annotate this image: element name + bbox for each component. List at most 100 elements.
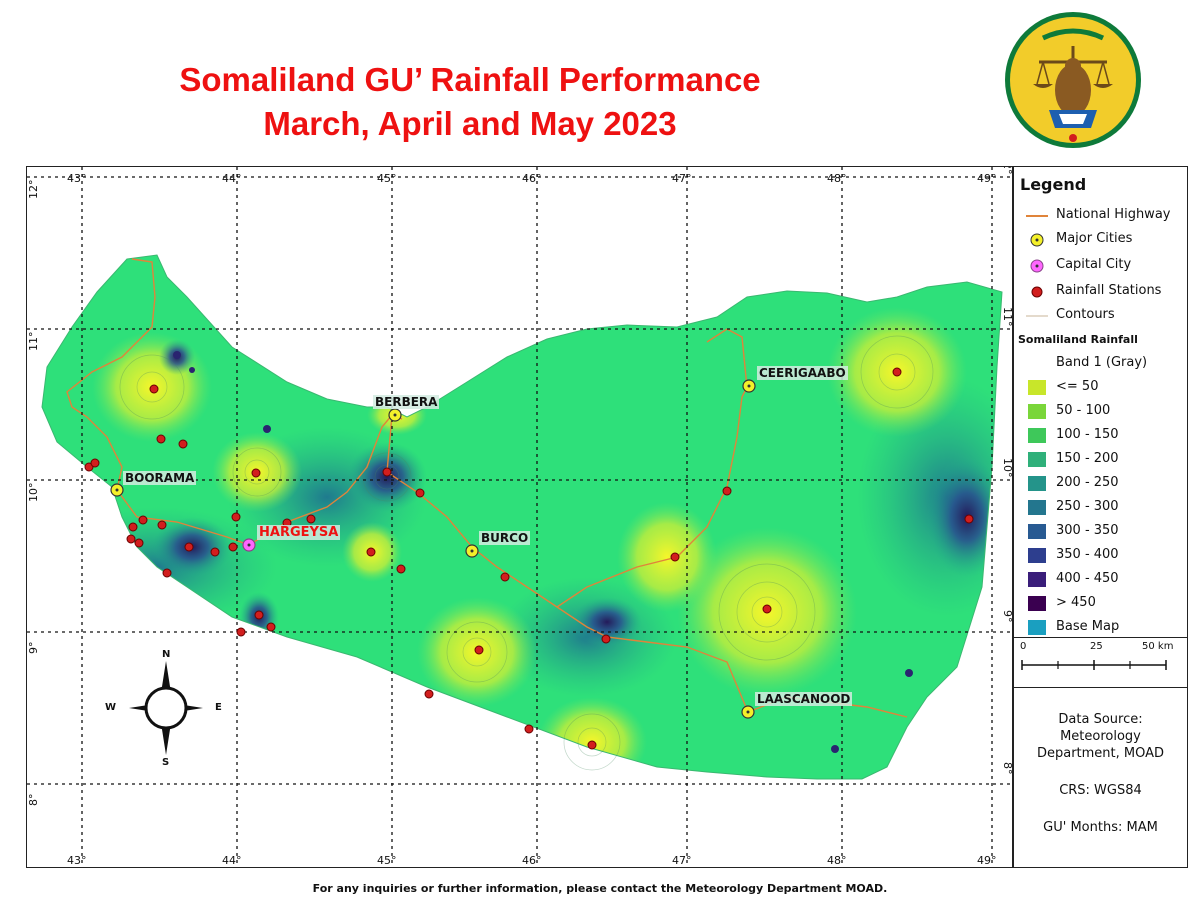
city-label-burco: BURCO <box>479 531 531 545</box>
longitude-labels-bottom: 43° 44° 45° 46° 47° 48° 49° <box>67 854 997 867</box>
city-label-laascanood: LAASCANOOD <box>755 692 853 706</box>
legend-class-row: <= 50 <box>1022 377 1187 399</box>
rainfall-station-icon <box>228 542 238 552</box>
isolated-high-rainfall-spots <box>173 351 913 753</box>
city-label-ceerigaabo: CEERIGAABO <box>757 366 848 380</box>
rainfall-station-icon <box>134 538 144 548</box>
legend-panel: Legend National Highway Major Cities Cap… <box>1013 166 1188 868</box>
latitude-labels-left: 12° 11° 10° 9° 8° <box>27 180 40 807</box>
footer-contact-note: For any inquiries or further information… <box>312 882 888 895</box>
lat-label: 10° <box>1001 458 1013 478</box>
rainfall-station-icon <box>762 604 772 614</box>
lat-label: 12° <box>27 180 40 200</box>
rainfall-station-icon <box>396 564 406 574</box>
lat-label: 12° <box>1001 167 1013 175</box>
lat-label: 9° <box>1001 610 1013 623</box>
rainfall-station-icon <box>210 547 220 557</box>
rainfall-station-icon <box>587 740 597 750</box>
city-label-berbera: BERBERA <box>373 395 440 409</box>
legend-raster-title: Somaliland Rainfall <box>1018 333 1138 346</box>
legend-class-row: 50 - 100 <box>1022 401 1187 423</box>
compass-west: W <box>105 702 117 713</box>
rainfall-stations <box>84 367 974 750</box>
legend-title: Legend <box>1020 175 1087 194</box>
rainfall-map[interactable]: 43° 44° 45° 46° 47° 48° 49° 43° 44° 45° … <box>26 166 1013 868</box>
legend-class-row: 350 - 400 <box>1022 545 1187 567</box>
legend-class-swatch <box>1028 572 1046 587</box>
scale-label: 50 km <box>1142 641 1174 652</box>
scale-bar-ruler-icon <box>1021 660 1167 670</box>
lon-label: 44° <box>222 854 242 867</box>
rainfall-station-marker-icon <box>1031 286 1043 298</box>
rainfall-station-icon <box>415 488 425 498</box>
lon-label: 45° <box>377 854 397 867</box>
rainfall-station-icon <box>892 367 902 377</box>
lat-label: 9° <box>27 642 40 655</box>
lon-label: 49° <box>977 172 997 185</box>
rainfall-station-icon <box>90 458 100 468</box>
rainfall-station-icon <box>500 572 510 582</box>
legend-class-row: 300 - 350 <box>1022 521 1187 543</box>
legend-class-row: 100 - 150 <box>1022 425 1187 447</box>
gu-months-text: GU' Months: MAM <box>1043 820 1158 835</box>
longitude-labels-top: 43° 44° 45° 46° 47° 48° 49° <box>67 172 997 185</box>
lon-label: 46° <box>522 854 542 867</box>
legend-class-row: 400 - 450 <box>1022 569 1187 591</box>
map-title-line-2: March, April and May 2023 <box>263 105 677 142</box>
rainfall-station-icon <box>382 467 392 477</box>
rainfall-station-icon <box>236 627 246 637</box>
lon-label: 49° <box>977 854 997 867</box>
legend-class-label: 200 - 250 <box>1056 475 1119 490</box>
compass-rose-icon <box>129 661 203 755</box>
rainfall-station-icon <box>722 486 732 496</box>
capital-city-marker-icon <box>1030 259 1044 273</box>
rainfall-station-icon <box>157 520 167 530</box>
legend-band-label: Band 1 (Gray) <box>1056 355 1148 370</box>
city-label-boorama: BOORAMA <box>123 471 197 485</box>
rainfall-station-icon <box>524 724 534 734</box>
legend-class-swatch <box>1028 428 1046 443</box>
legend-item-capital-city: Capital City <box>1022 255 1187 277</box>
lat-label: 8° <box>27 794 40 807</box>
legend-item-highway: National Highway <box>1022 205 1187 227</box>
rainfall-station-icon <box>601 634 611 644</box>
legend-class-swatch <box>1028 500 1046 515</box>
crs-text: CRS: WGS84 <box>1059 783 1142 798</box>
legend-class-label: 350 - 400 <box>1056 547 1119 562</box>
legend-class-row: 200 - 250 <box>1022 473 1187 495</box>
rainfall-station-icon <box>424 689 434 699</box>
legend-class-label: 150 - 200 <box>1056 451 1119 466</box>
legend-item-contours: Contours <box>1022 305 1187 327</box>
legend-class-swatch <box>1028 548 1046 563</box>
scale-label: 25 <box>1090 641 1103 652</box>
rainfall-station-icon <box>149 384 159 394</box>
scale-bar: 0 25 50 km <box>1014 637 1187 688</box>
lon-label: 47° <box>672 172 692 185</box>
rainfall-station-icon <box>964 514 974 524</box>
map-info: Data Source: Meteorology Department, MOA… <box>1014 689 1187 867</box>
legend-class-swatch <box>1028 380 1046 395</box>
rainfall-station-icon <box>670 552 680 562</box>
rainfall-station-icon <box>184 542 194 552</box>
rainfall-station-icon <box>138 515 148 525</box>
legend-box: Legend National Highway Major Cities Cap… <box>1014 167 1187 638</box>
map-title-line-1: Somaliland GU’ Rainfall Performance <box>179 61 761 98</box>
legend-class-row: > 450 <box>1022 593 1187 615</box>
data-source-label: Data Source: <box>1058 712 1143 727</box>
legend-class-row: Base Map <box>1022 617 1187 639</box>
legend-item-major-cities: Major Cities <box>1022 229 1187 251</box>
legend-class-label: 400 - 450 <box>1056 571 1119 586</box>
lon-label: 46° <box>522 172 542 185</box>
lon-label: 43° <box>67 172 87 185</box>
lat-label: 11° <box>1001 307 1013 327</box>
legend-class-label: > 450 <box>1056 595 1096 610</box>
rainfall-station-icon <box>128 522 138 532</box>
legend-class-label: 250 - 300 <box>1056 499 1119 514</box>
legend-item-rainfall-stations: Rainfall Stations <box>1022 281 1187 303</box>
legend-class-label: 300 - 350 <box>1056 523 1119 538</box>
legend-class-swatch <box>1028 596 1046 611</box>
map-canvas[interactable]: 43° 44° 45° 46° 47° 48° 49° 43° 44° 45° … <box>27 167 1013 868</box>
lon-label: 43° <box>67 854 87 867</box>
lat-label: 11° <box>27 332 40 352</box>
compass-north: N <box>162 649 171 660</box>
